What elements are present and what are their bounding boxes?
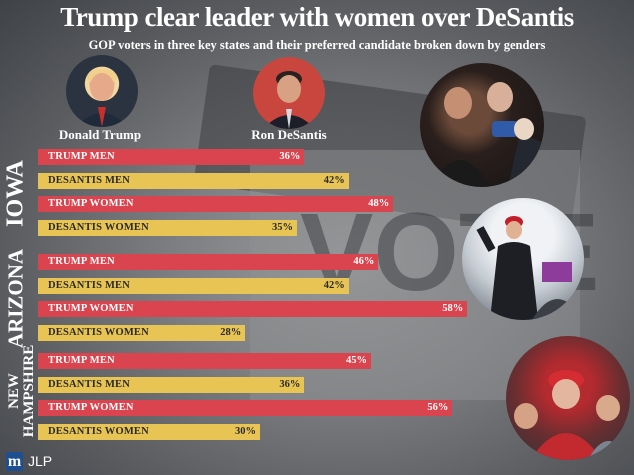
bar-value-label: 28% — [220, 326, 242, 338]
desantis-figure-icon — [263, 71, 315, 129]
trump-name: Donald Trump — [58, 127, 142, 142]
bar-iowa-desantis-men: DESANTIS MEN 42% — [38, 172, 349, 189]
bar-value-label: 48% — [368, 198, 390, 209]
trump-figure-icon — [76, 69, 128, 127]
trump-portrait — [66, 55, 138, 127]
bar-new-hampshire-trump-women: TRUMP WOMEN 56% — [38, 400, 453, 416]
source-credit: JLP — [28, 453, 53, 469]
bar-iowa-trump-men: TRUMP MEN 36% — [38, 149, 305, 165]
new-hampshire-photo-figures — [514, 370, 630, 460]
bar-value-label: 42% — [323, 174, 345, 186]
bar-label: DESANTIS WOMEN — [48, 221, 149, 233]
bar-label: TRUMP WOMEN — [48, 198, 134, 209]
chart-title: Trump clear leader with women over DeSan… — [60, 2, 574, 32]
state-label-new-hampshire: NEW HAMPSHIRE — [6, 341, 37, 441]
bar-iowa-desantis-women: DESANTIS WOMEN 35% — [38, 219, 297, 236]
bar-new-hampshire-desantis-women: DESANTIS WOMEN 30% — [38, 423, 260, 440]
bar-label: DESANTIS WOMEN — [48, 425, 149, 437]
iowa-rally-photo — [420, 63, 544, 187]
arizona-rally-photo — [462, 198, 584, 320]
bar-value-label: 56% — [427, 402, 449, 413]
state-label-nh-line-2: HAMPSHIRE — [21, 344, 37, 438]
bar-label: TRUMP MEN — [48, 151, 115, 162]
bar-value-label: 36% — [279, 378, 301, 390]
iowa-photo-figures — [430, 82, 544, 187]
bar-label: TRUMP MEN — [48, 256, 115, 267]
bar-arizona-desantis-women: DESANTIS WOMEN 28% — [38, 324, 246, 341]
bar-value-label: 42% — [323, 279, 345, 291]
bar-new-hampshire-trump-men: TRUMP MEN 45% — [38, 353, 371, 369]
bar-label: TRUMP WOMEN — [48, 303, 134, 314]
bar-value-label: 45% — [346, 355, 367, 366]
bar-value-label: 58% — [442, 303, 464, 314]
chart-subtitle: GOP voters in three key states and their… — [88, 38, 546, 52]
publisher-logo: m — [6, 452, 23, 471]
desantis-name: Ron DeSantis — [251, 127, 327, 142]
bar-value-label: 30% — [235, 425, 256, 437]
desantis-portrait — [253, 57, 325, 129]
bar-arizona-desantis-men: DESANTIS MEN 42% — [38, 277, 349, 294]
bar-iowa-trump-women: TRUMP WOMEN 48% — [38, 196, 394, 212]
state-label-iowa: IOWA — [2, 160, 29, 227]
bar-arizona-trump-men: TRUMP MEN 46% — [38, 254, 379, 270]
bar-value-label: 46% — [353, 256, 375, 267]
bar-label: DESANTIS WOMEN — [48, 326, 149, 338]
bar-label: TRUMP WOMEN — [48, 402, 134, 413]
bar-label: DESANTIS MEN — [48, 279, 131, 291]
bar-value-label: 35% — [272, 221, 293, 233]
bar-arizona-trump-women: TRUMP WOMEN 58% — [38, 301, 468, 317]
bar-label: DESANTIS MEN — [48, 174, 131, 186]
new-hampshire-rally-photo — [506, 336, 630, 460]
arizona-photo-figures — [476, 216, 584, 320]
bar-label: DESANTIS MEN — [48, 378, 131, 390]
state-label-nh-line-1: NEW — [6, 373, 22, 409]
bar-label: TRUMP MEN — [48, 355, 115, 366]
bar-new-hampshire-desantis-men: DESANTIS MEN 36% — [38, 376, 305, 393]
bar-value-label: 36% — [279, 151, 301, 162]
